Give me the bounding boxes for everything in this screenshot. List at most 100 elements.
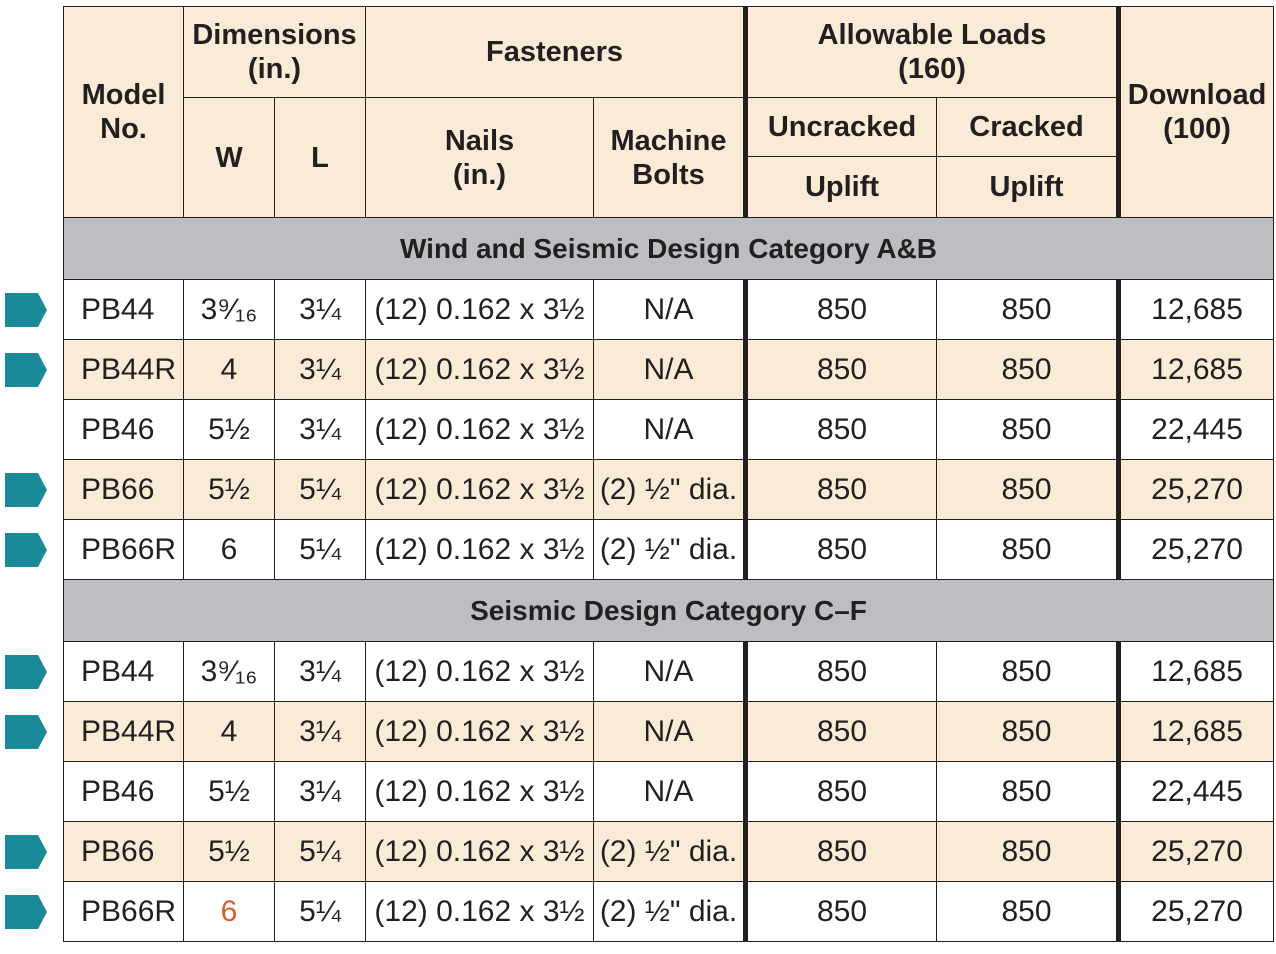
cell-download: 12,685	[1116, 339, 1275, 400]
cell-nails: (12) 0.162 x 3½	[365, 641, 594, 702]
cell-uplift-cracked: 850	[936, 821, 1120, 882]
header-allowable-loads-label: Allowable Loads (160)	[817, 19, 1047, 85]
cell-machine-bolts: N/A	[592, 701, 747, 762]
cell-l: 3¼	[274, 399, 366, 460]
cell-uplift-cracked: 850	[936, 881, 1120, 942]
cell-l: 5¼	[274, 459, 366, 520]
cell-w: 3⁹⁄₁₆	[183, 279, 275, 340]
cell-w: 3⁹⁄₁₆	[183, 641, 275, 702]
cell-uplift-cracked: 850	[936, 761, 1120, 822]
cell-nails: (12) 0.162 x 3½	[365, 459, 594, 520]
cell-l: 3¼	[274, 279, 366, 340]
header-fasteners: Fasteners	[364, 6, 747, 98]
header-dimensions-label: Dimensions (in.)	[192, 19, 357, 85]
row-marker-icon	[5, 654, 47, 689]
table-row: PB44 3⁹⁄₁₆ 3¼ (12) 0.162 x 3½ N/A 850 850 12,68…	[63, 279, 1275, 340]
header-nails: Nails (in.)	[365, 97, 594, 218]
cell-download: 25,270	[1116, 519, 1275, 580]
category-title: Wind and Seismic Design Category A&B	[62, 217, 1275, 280]
cell-l: 5¼	[274, 881, 366, 942]
row-marker-icon	[5, 894, 47, 929]
header-nails-label: Nails (in.)	[444, 124, 515, 191]
load-table-wrapper: Model No. Dimensions (in.) Fasteners Allow…	[62, 6, 1275, 942]
cell-w: 5½	[183, 821, 275, 882]
header-fasteners-label: Fasteners	[486, 36, 624, 68]
header-allowable-loads: Allowable Loads (160)	[743, 6, 1120, 98]
table-row: PB66R 6 5¼ (12) 0.162 x 3½ (2) ½" dia. 850 850…	[63, 519, 1275, 580]
header-uplift-cracked: Uplift	[936, 156, 1120, 218]
cell-uplift-uncracked: 850	[743, 821, 938, 882]
cell-model: PB66	[63, 459, 184, 520]
row-marker-icon	[5, 472, 47, 507]
cell-machine-bolts: N/A	[592, 641, 747, 702]
cell-machine-bolts: (2) ½" dia.	[592, 881, 747, 942]
cell-nails: (12) 0.162 x 3½	[365, 279, 594, 340]
cell-uplift-cracked: 850	[936, 279, 1120, 340]
cell-w: 6	[183, 881, 275, 942]
cell-machine-bolts: N/A	[592, 399, 747, 460]
cell-machine-bolts: (2) ½" dia.	[592, 459, 747, 520]
table-row: PB44 3⁹⁄₁₆ 3¼ (12) 0.162 x 3½ N/A 850 850 12,68…	[63, 641, 1275, 702]
cell-model: PB44R	[63, 339, 184, 400]
table-row: PB46 5½ 3¼ (12) 0.162 x 3½ N/A 850 850 22,445	[63, 399, 1275, 460]
cell-machine-bolts: N/A	[592, 761, 747, 822]
cell-uplift-cracked: 850	[936, 399, 1120, 460]
cell-download: 25,270	[1116, 821, 1275, 882]
header-model-label: Model No.	[81, 79, 166, 145]
cell-machine-bolts: (2) ½" dia.	[592, 821, 747, 882]
load-table: Model No. Dimensions (in.) Fasteners Allow…	[62, 6, 1275, 942]
cell-uplift-uncracked: 850	[743, 399, 938, 460]
cell-uplift-uncracked: 850	[743, 701, 938, 762]
row-marker-icon	[5, 292, 47, 327]
cell-w: 6	[183, 519, 275, 580]
cell-uplift-cracked: 850	[936, 519, 1120, 580]
row-marker-icon	[5, 532, 47, 567]
header-machine-bolts: Machine Bolts	[592, 97, 747, 218]
header-l: L	[274, 97, 366, 218]
cell-uplift-cracked: 850	[936, 459, 1120, 520]
cell-download: 12,685	[1116, 279, 1275, 340]
cell-download: 25,270	[1116, 881, 1275, 942]
cell-uplift-uncracked: 850	[743, 459, 938, 520]
cell-w: 5½	[183, 761, 275, 822]
cell-model: PB66R	[63, 881, 184, 942]
category-title: Seismic Design Category C–F	[62, 579, 1275, 642]
cell-w: 4	[183, 701, 275, 762]
category-row: Wind and Seismic Design Category A&B	[62, 217, 1275, 280]
cell-uplift-cracked: 850	[936, 339, 1120, 400]
cell-w: 5½	[183, 459, 275, 520]
cell-nails: (12) 0.162 x 3½	[365, 761, 594, 822]
header-uncracked: Uncracked	[743, 97, 938, 157]
header-download-label: Download (100)	[1127, 79, 1267, 145]
cell-nails: (12) 0.162 x 3½	[365, 701, 594, 762]
cell-model: PB46	[63, 399, 184, 460]
header-download: Download (100)	[1116, 6, 1275, 218]
cell-uplift-cracked: 850	[936, 701, 1120, 762]
table-row: PB66R 6 5¼ (12) 0.162 x 3½ (2) ½" dia. 850 850…	[63, 881, 1275, 942]
row-marker-icon	[5, 352, 47, 387]
header-cracked: Cracked	[936, 97, 1120, 157]
cell-uplift-uncracked: 850	[743, 641, 938, 702]
header-dimensions: Dimensions (in.)	[183, 6, 366, 98]
cell-nails: (12) 0.162 x 3½	[365, 339, 594, 400]
cell-uplift-uncracked: 850	[743, 881, 938, 942]
cell-download: 22,445	[1116, 399, 1275, 460]
cell-l: 3¼	[274, 641, 366, 702]
table-row: PB44R 4 3¼ (12) 0.162 x 3½ N/A 850 850 12,685	[63, 339, 1275, 400]
cell-model: PB44	[63, 279, 184, 340]
cell-download: 22,445	[1116, 761, 1275, 822]
cell-w: 4	[183, 339, 275, 400]
cell-nails: (12) 0.162 x 3½	[365, 821, 594, 882]
cell-l: 3¼	[274, 761, 366, 822]
header-model: Model No.	[63, 6, 184, 218]
cell-uplift-uncracked: 850	[743, 279, 938, 340]
table-body: Wind and Seismic Design Category A&B PB44…	[62, 217, 1275, 942]
row-marker-icon	[5, 714, 47, 749]
table-row: PB44R 4 3¼ (12) 0.162 x 3½ N/A 850 850 12,685	[63, 701, 1275, 762]
header-uplift-uncracked: Uplift	[743, 156, 938, 218]
cell-machine-bolts: N/A	[592, 279, 747, 340]
category-row: Seismic Design Category C–F	[62, 579, 1275, 642]
cell-nails: (12) 0.162 x 3½	[365, 519, 594, 580]
cell-w: 5½	[183, 399, 275, 460]
cell-l: 5¼	[274, 519, 366, 580]
